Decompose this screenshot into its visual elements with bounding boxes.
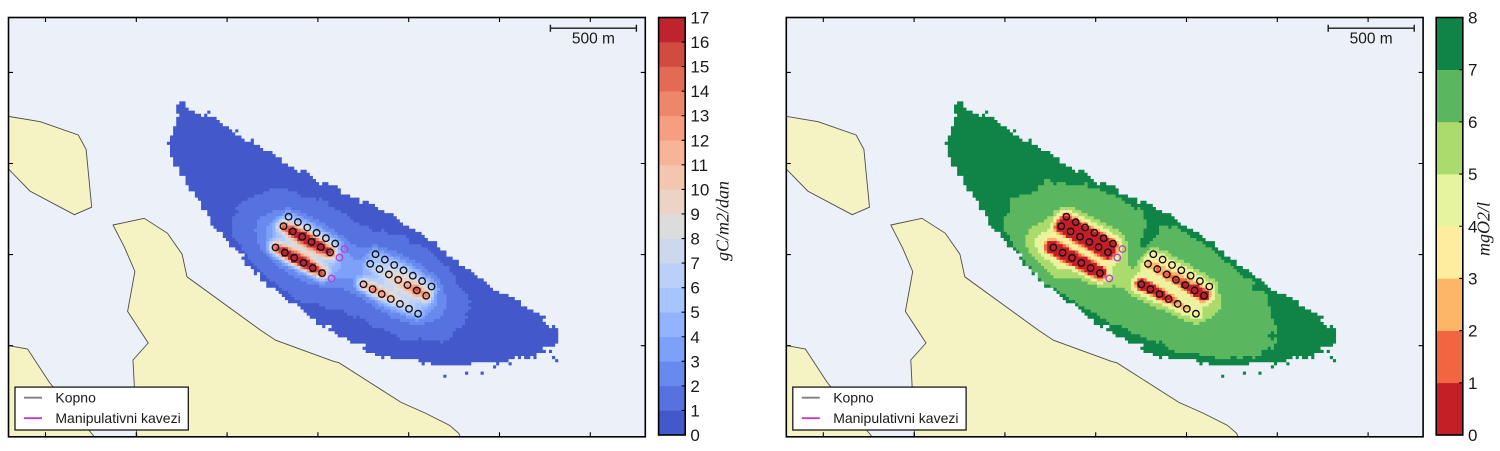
svg-text:4: 4 [690,328,699,347]
svg-text:500 m: 500 m [572,31,615,48]
svg-text:3: 3 [1468,269,1477,288]
svg-text:7: 7 [1468,61,1477,80]
svg-text:1: 1 [690,401,699,420]
svg-text:4: 4 [1468,217,1477,236]
svg-text:14: 14 [690,82,709,101]
svg-text:15: 15 [690,58,709,77]
svg-text:9: 9 [690,205,699,224]
svg-text:mgO2/l: mgO2/l [1474,202,1494,256]
svg-text:7: 7 [690,254,699,273]
svg-text:6: 6 [690,279,699,298]
svg-text:Kopno: Kopno [55,390,96,406]
svg-text:gC/m2/dan: gC/m2/dan [712,181,732,261]
svg-text:5: 5 [690,303,699,322]
svg-text:16: 16 [690,33,709,52]
svg-text:Manipulativni kavezi: Manipulativni kavezi [833,410,958,426]
svg-text:11: 11 [690,156,708,175]
svg-text:0: 0 [690,426,699,445]
svg-text:13: 13 [690,107,709,126]
svg-text:0: 0 [1468,426,1477,445]
svg-text:17: 17 [690,9,709,28]
svg-text:3: 3 [690,352,699,371]
svg-text:10: 10 [690,180,709,199]
svg-text:2: 2 [690,377,699,396]
svg-text:Manipulativni kavezi: Manipulativni kavezi [55,410,180,426]
svg-text:500 m: 500 m [1350,31,1393,48]
svg-text:2: 2 [1468,322,1477,341]
svg-text:5: 5 [1468,165,1477,184]
svg-text:Kopno: Kopno [833,390,874,406]
svg-text:1: 1 [1468,374,1477,393]
svg-text:8: 8 [690,230,699,249]
svg-text:12: 12 [690,131,709,150]
svg-text:8: 8 [1468,9,1477,28]
svg-text:6: 6 [1468,113,1477,132]
